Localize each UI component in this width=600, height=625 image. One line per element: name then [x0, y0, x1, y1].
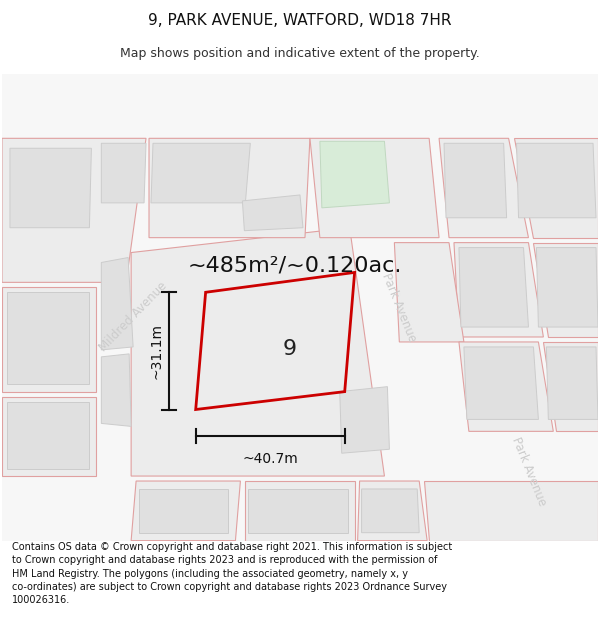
- Polygon shape: [358, 481, 427, 541]
- Polygon shape: [310, 138, 439, 238]
- Polygon shape: [424, 481, 598, 541]
- Polygon shape: [459, 342, 553, 431]
- Polygon shape: [101, 258, 133, 350]
- Polygon shape: [131, 228, 385, 476]
- Polygon shape: [439, 138, 529, 238]
- Polygon shape: [459, 248, 529, 327]
- Text: ~31.1m: ~31.1m: [150, 323, 164, 379]
- Polygon shape: [394, 242, 464, 342]
- Polygon shape: [517, 143, 596, 218]
- Polygon shape: [10, 148, 91, 228]
- Polygon shape: [131, 481, 241, 541]
- Polygon shape: [151, 143, 250, 203]
- Polygon shape: [514, 138, 598, 238]
- Polygon shape: [320, 141, 389, 208]
- Polygon shape: [536, 248, 598, 327]
- Polygon shape: [7, 292, 89, 384]
- Polygon shape: [547, 347, 598, 419]
- Polygon shape: [248, 489, 347, 532]
- Text: ~40.7m: ~40.7m: [242, 452, 298, 466]
- Polygon shape: [544, 342, 598, 431]
- Text: Contains OS data © Crown copyright and database right 2021. This information is : Contains OS data © Crown copyright and d…: [12, 542, 452, 605]
- Polygon shape: [2, 288, 97, 392]
- Text: 9: 9: [283, 339, 297, 359]
- Text: 9, PARK AVENUE, WATFORD, WD18 7HR: 9, PARK AVENUE, WATFORD, WD18 7HR: [148, 13, 452, 28]
- Polygon shape: [362, 489, 419, 532]
- Polygon shape: [340, 387, 389, 453]
- Text: Park Avenue: Park Avenue: [380, 271, 419, 344]
- Text: Park Avenue: Park Avenue: [509, 435, 548, 508]
- Polygon shape: [454, 242, 544, 337]
- Polygon shape: [7, 401, 89, 469]
- Text: Map shows position and indicative extent of the property.: Map shows position and indicative extent…: [120, 47, 480, 59]
- Text: Mildred Avenue: Mildred Avenue: [97, 280, 170, 354]
- Polygon shape: [2, 397, 97, 476]
- Polygon shape: [242, 195, 303, 231]
- Polygon shape: [139, 489, 229, 532]
- Polygon shape: [2, 138, 146, 282]
- Polygon shape: [464, 347, 538, 419]
- Polygon shape: [245, 481, 355, 541]
- Polygon shape: [533, 242, 598, 337]
- Polygon shape: [101, 354, 131, 426]
- Polygon shape: [101, 143, 146, 203]
- Polygon shape: [149, 138, 310, 238]
- Text: ~485m²/~0.120ac.: ~485m²/~0.120ac.: [188, 256, 402, 276]
- Polygon shape: [444, 143, 506, 218]
